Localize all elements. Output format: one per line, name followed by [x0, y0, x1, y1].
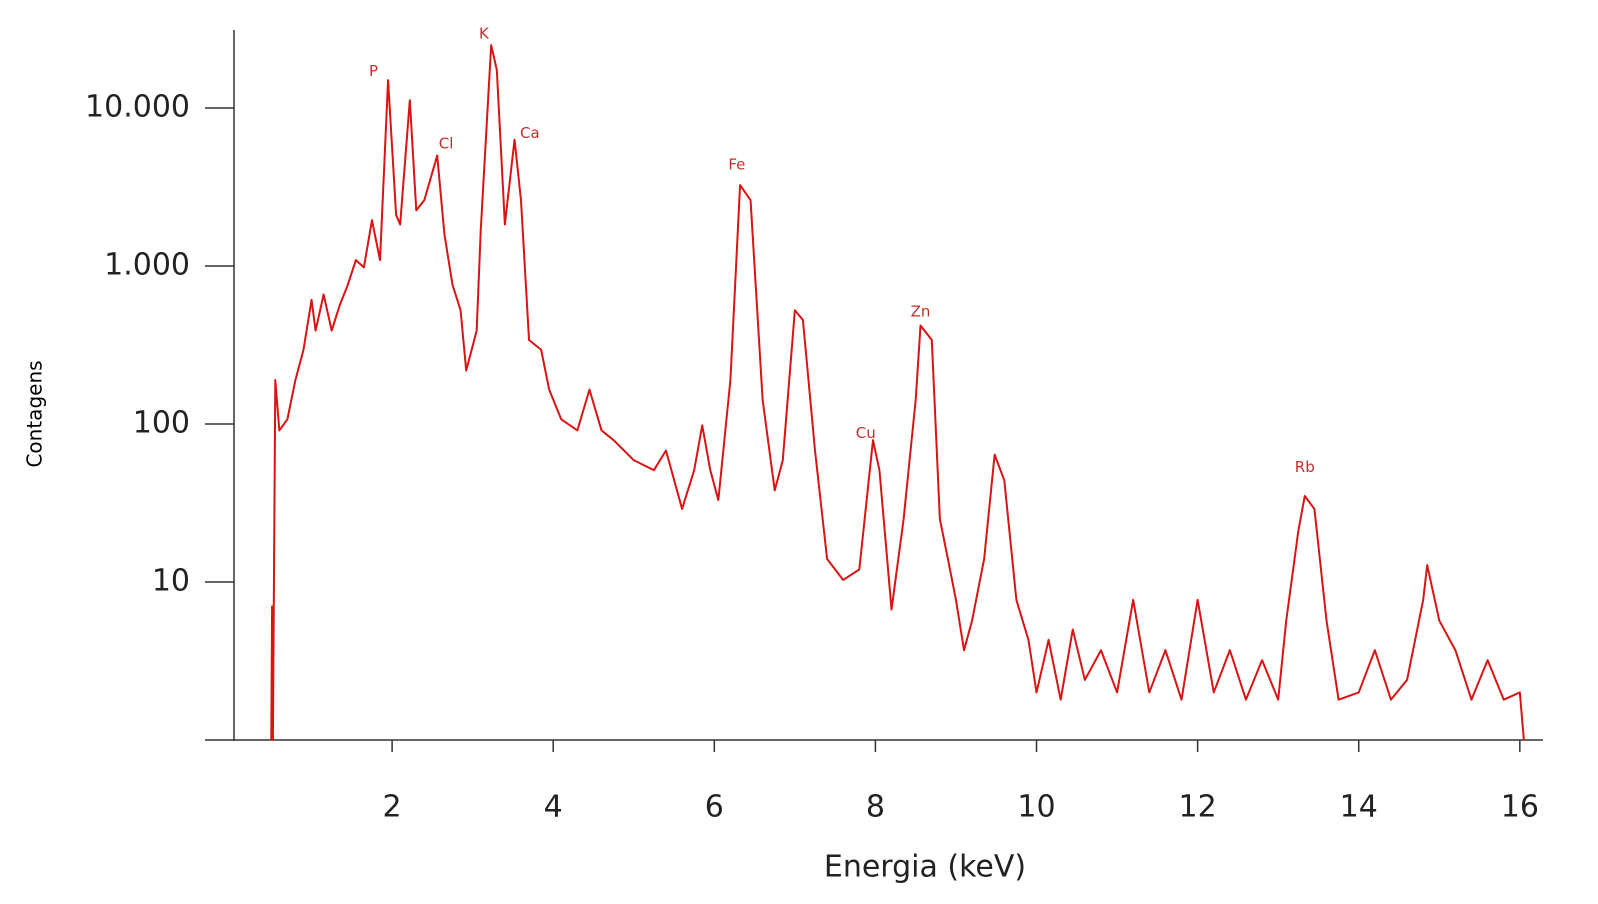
x-tick-label: 14 [1340, 790, 1378, 825]
y-axis-label: Contagens [23, 360, 47, 467]
peak-label: Rb [1295, 458, 1315, 476]
spectrum-line [270, 44, 1525, 741]
y-tick-label: 1.000 [104, 247, 190, 282]
peak-label: Zn [911, 303, 931, 321]
peak-label: P [369, 62, 378, 80]
x-tick-label: 2 [383, 790, 402, 825]
y-tick-label: 100 [133, 405, 190, 440]
peak-label: K [479, 24, 490, 42]
peak-label: Cl [439, 135, 454, 153]
x-tick-label: 10 [1017, 790, 1055, 825]
x-tick-label: 16 [1501, 790, 1539, 825]
y-tick-label: 10 [152, 563, 190, 598]
x-tick-label: 6 [705, 790, 724, 825]
x-tick-label: 8 [866, 790, 885, 825]
peak-label: Fe [728, 156, 745, 174]
y-tick-label: 10.000 [85, 89, 190, 124]
x-tick-label: 12 [1179, 790, 1217, 825]
peak-label: Cu [856, 424, 876, 442]
x-axis-label: Energia (keV) [824, 850, 1026, 885]
x-tick-label: 4 [544, 790, 563, 825]
peak-label: Ca [520, 124, 540, 142]
